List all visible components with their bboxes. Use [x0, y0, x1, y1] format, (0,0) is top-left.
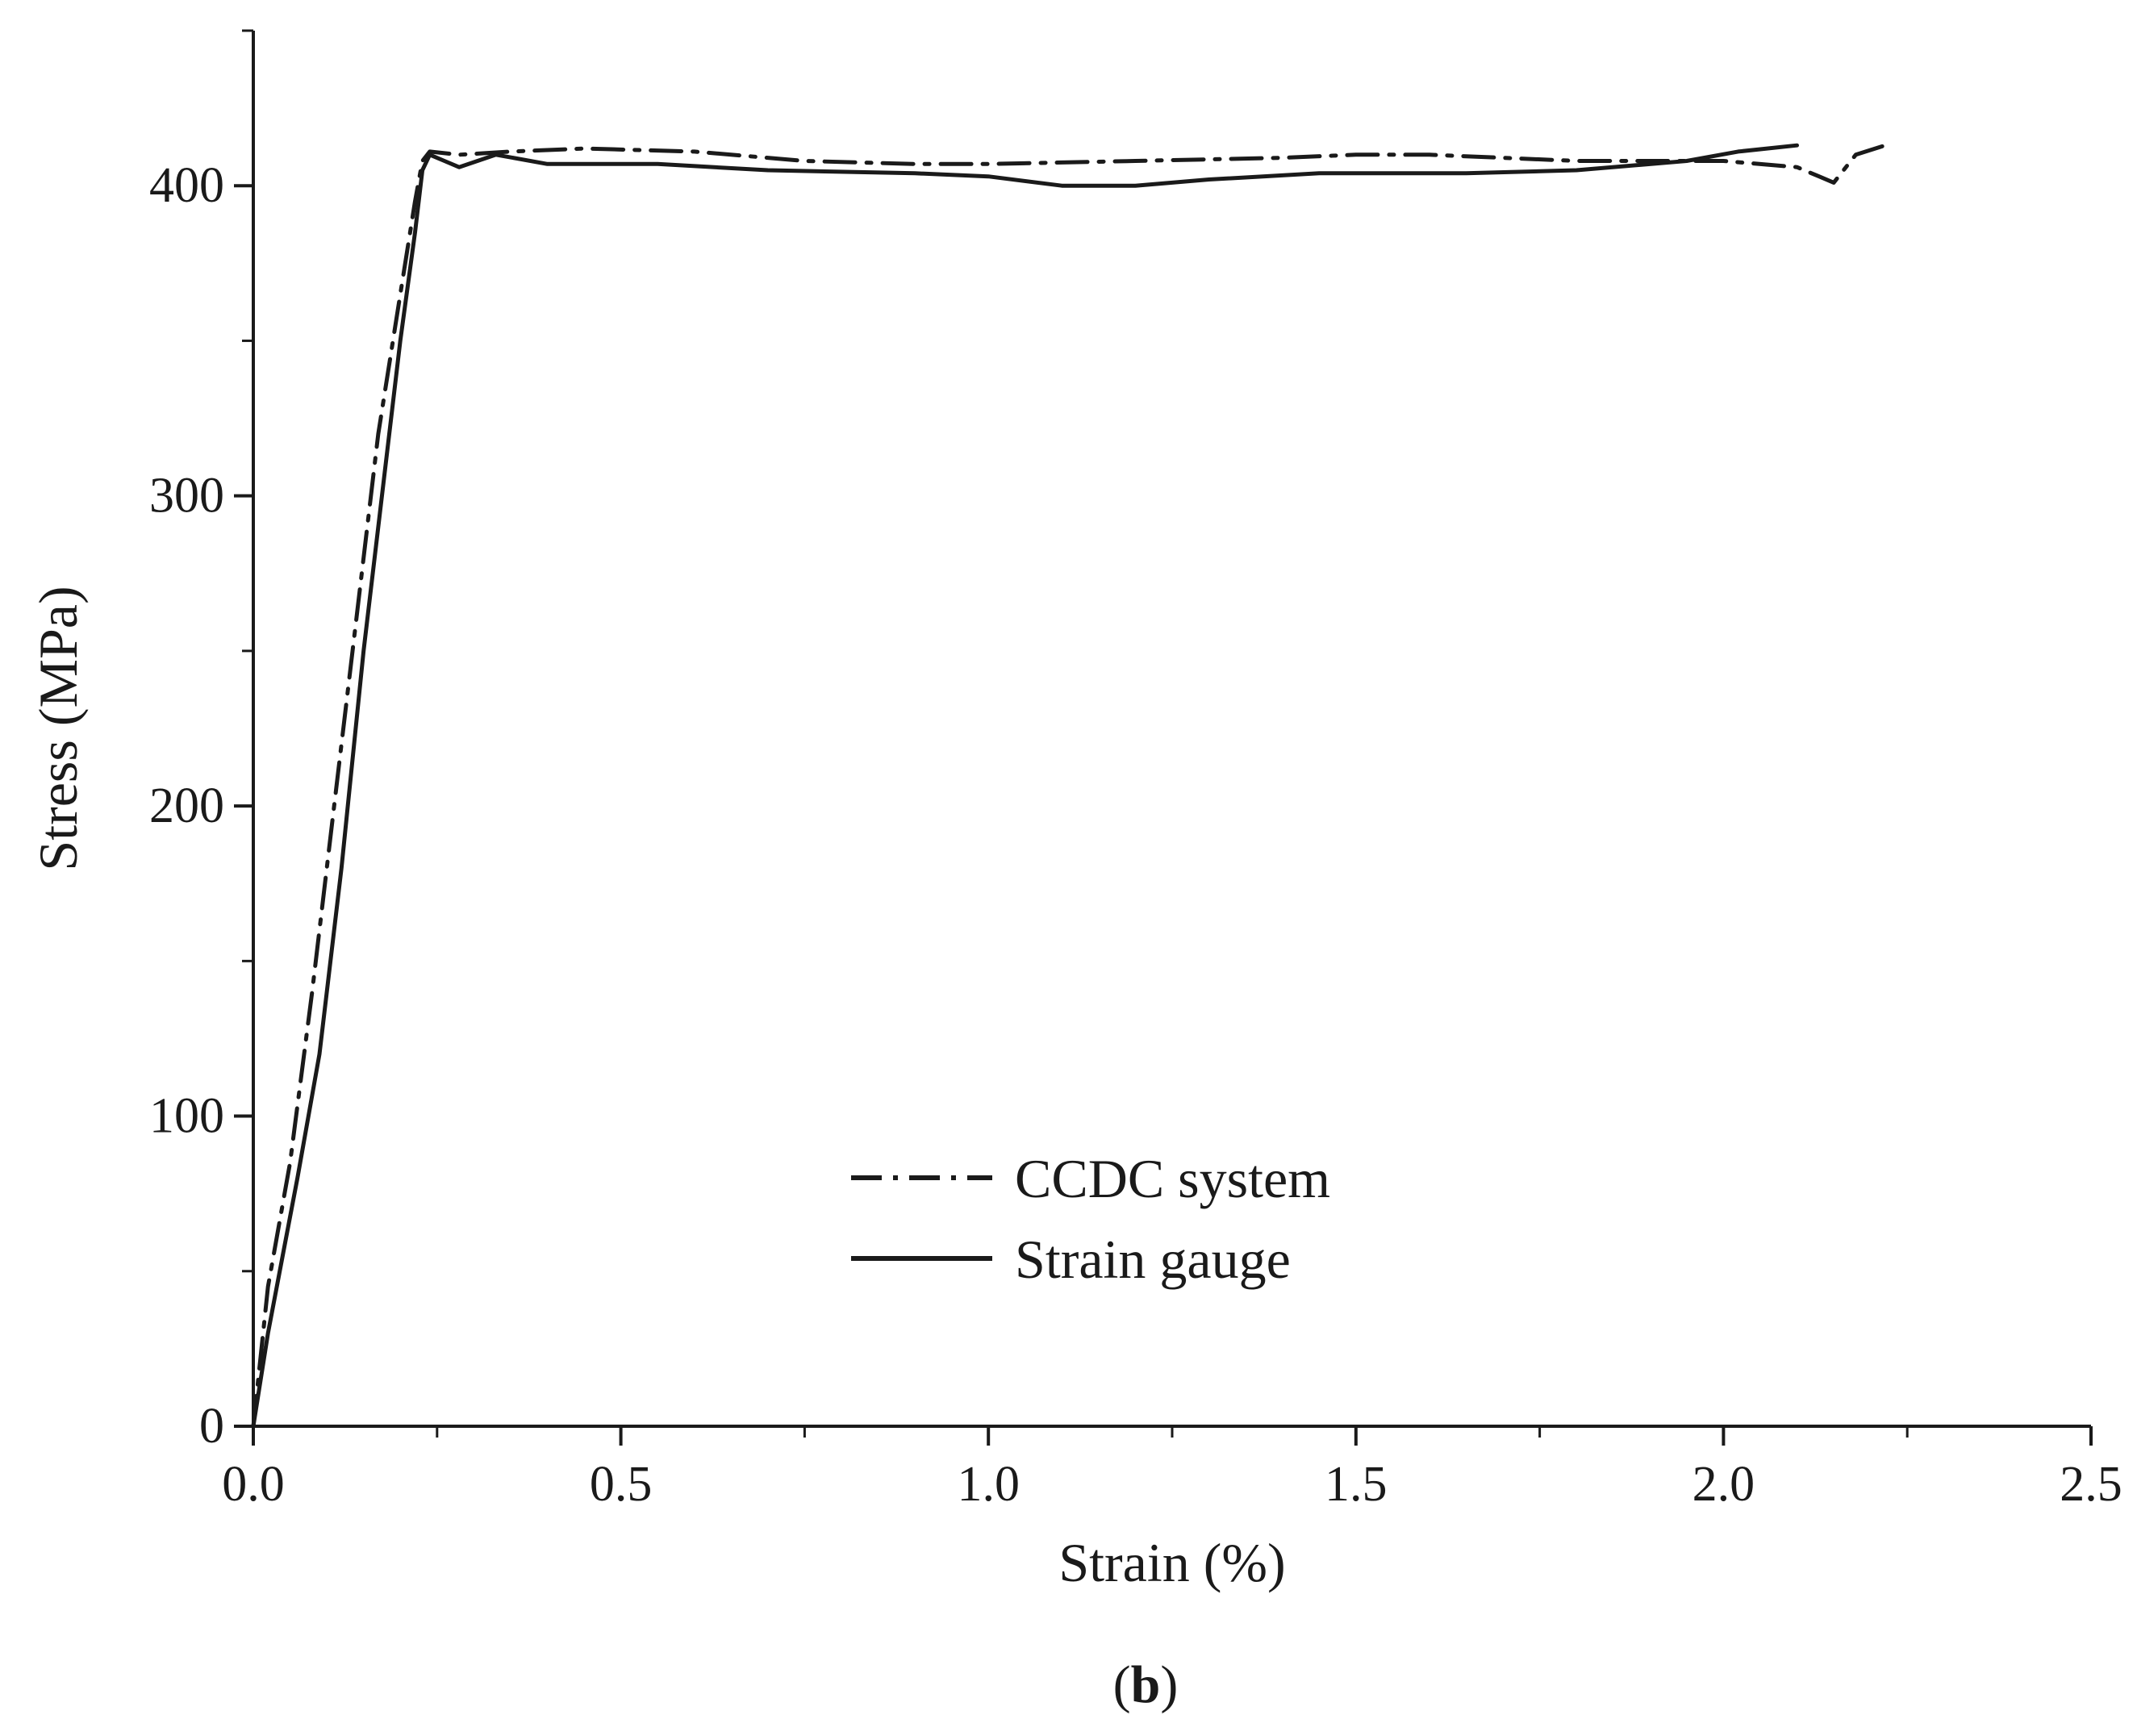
figure-caption: (b) — [1113, 1655, 1179, 1714]
legend-label-strain-gauge: Strain gauge — [1015, 1229, 1291, 1290]
legend-label-ccdc-system: CCDC system — [1015, 1148, 1330, 1209]
axis-ticks: 0.0 0.5 1.0 1.5 2.0 2.5 0 100 200 300 400 — [149, 29, 2122, 1512]
y-tick-label: 400 — [149, 158, 224, 213]
x-tick-label: 0.0 — [222, 1457, 285, 1512]
y-tick-label: 0 — [199, 1399, 224, 1454]
series-layer — [251, 143, 1888, 1429]
y-tick-label: 100 — [149, 1089, 224, 1144]
series-line-ccdc-system — [251, 143, 1888, 1429]
x-tick-label: 0.5 — [590, 1457, 653, 1512]
x-tick-label: 1.5 — [1325, 1457, 1388, 1512]
x-tick-label: 1.0 — [957, 1457, 1020, 1512]
y-tick-label: 200 — [149, 778, 224, 833]
series-line-strain-gauge — [251, 143, 1799, 1429]
x-tick-label: 2.0 — [1692, 1457, 1755, 1512]
x-tick-label: 2.5 — [2060, 1457, 2122, 1512]
axes — [252, 31, 2091, 1428]
y-tick-label: 300 — [149, 469, 224, 524]
y-axis-title: Stress (MPa) — [27, 586, 89, 870]
x-axis-title: Strain (%) — [1058, 1532, 1285, 1593]
legend: CCDC system Strain gauge — [851, 1148, 1330, 1290]
